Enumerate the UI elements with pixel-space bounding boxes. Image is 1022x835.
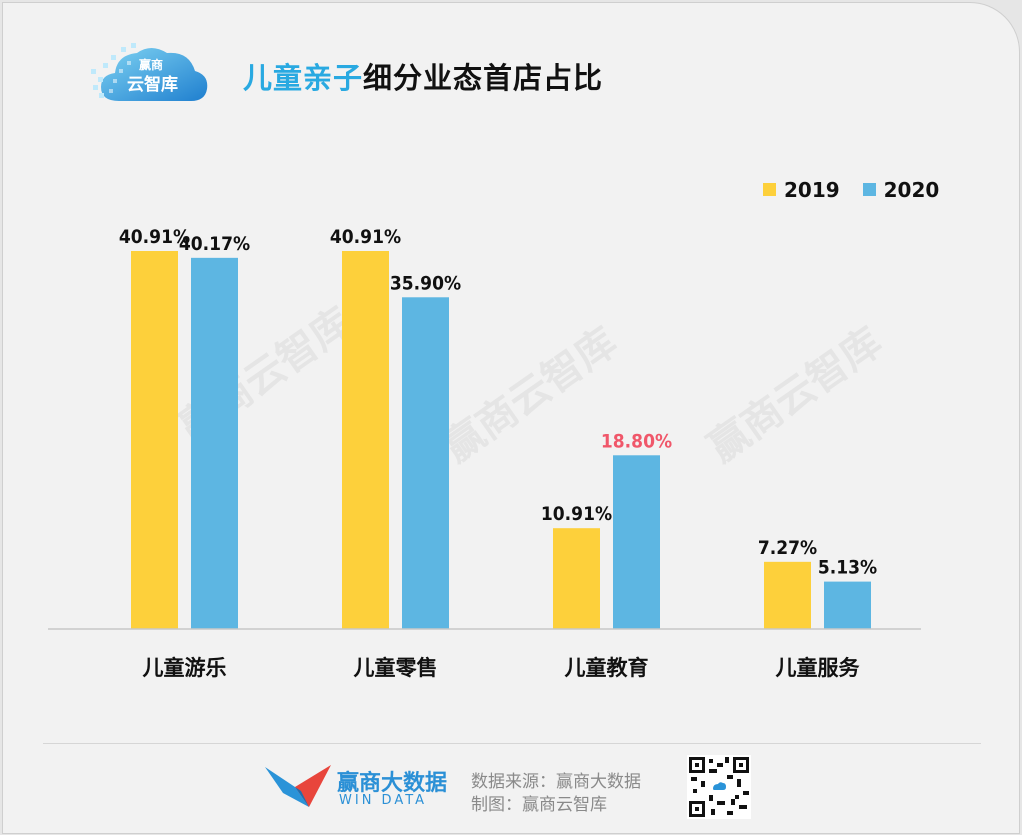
chart-title: 儿童亲子细分业态首店占比 (243, 55, 603, 97)
bar-2020-3 (824, 581, 871, 629)
data-label-2020-2: 18.80% (601, 430, 672, 452)
data-source-text: 数据来源：赢商大数据 (471, 772, 641, 792)
bar-2020-1 (402, 297, 449, 629)
footer-brand-english: WIN DATA (339, 793, 428, 808)
bar-2019-2 (553, 528, 600, 629)
cloud-logo-icon (91, 43, 208, 101)
data-label-2020-0: 40.17% (179, 233, 250, 255)
chart-legend: 2019 2020 (763, 177, 955, 202)
category-label-2: 儿童教育 (565, 656, 649, 680)
bar-2019-1 (342, 251, 389, 629)
data-label-2020-3: 5.13% (818, 557, 877, 579)
legend-swatch-2019 (763, 183, 776, 196)
bar-2020-2 (613, 455, 660, 629)
footer-brand-name: 赢商大数据 (337, 771, 448, 796)
bar-2020-0 (191, 257, 238, 629)
data-label-2019-3: 7.27% (758, 537, 817, 559)
legend-item-2019: 2019 (763, 178, 840, 202)
category-label-0: 儿童游乐 (143, 656, 227, 680)
bar-2019-3 (764, 561, 811, 629)
data-label-2020-1: 35.90% (390, 272, 461, 294)
legend-label-2019: 2019 (784, 177, 840, 202)
chart-title-rest: 细分业态首店占比 (363, 61, 604, 95)
data-label-2019-1: 40.91% (330, 226, 401, 248)
legend-label-2020: 2020 (883, 177, 940, 202)
chart-title-highlight: 儿童亲子 (243, 61, 364, 95)
bar-chart: 40.91%40.17% 40.91%35.90%10.91%18.80%7.27… (48, 226, 921, 680)
legend-item-2020: 2020 (862, 177, 940, 202)
windata-logo (265, 763, 335, 811)
category-label-1: 儿童零售 (354, 656, 438, 680)
qr-code-icon[interactable] (687, 755, 751, 819)
category-label-3: 儿童服务 (776, 656, 861, 680)
footer-divider (43, 743, 981, 744)
windata-logo-icon (265, 765, 331, 807)
brand-logo: 赢商 云智库 (91, 39, 211, 109)
data-label-2019-2: 10.91% (541, 503, 612, 525)
data-label-2019-0: 40.91% (119, 226, 190, 248)
logo-top-text: 赢商 (139, 58, 164, 72)
logo-bottom-text: 云智库 (127, 75, 178, 95)
chart-maker-text: 制图：赢商云智库 (471, 795, 607, 815)
bar-2019-0 (131, 251, 178, 629)
legend-swatch-2020 (862, 183, 876, 196)
